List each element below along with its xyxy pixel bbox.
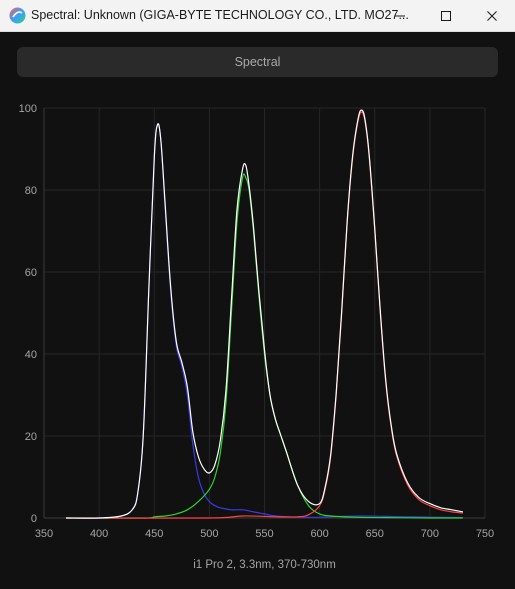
y-tick-label: 60 — [25, 267, 37, 279]
x-tick-label: 650 — [366, 528, 384, 540]
window-title: Spectral: Unknown (GIGA-BYTE TECHNOLOGY … — [31, 8, 409, 22]
colorimeter-app-icon — [9, 7, 26, 24]
x-tick-label: 600 — [310, 528, 328, 540]
x-tick-label: 750 — [476, 528, 494, 540]
x-tick-label: 350 — [35, 528, 53, 540]
x-tick-label: 400 — [90, 528, 108, 540]
main-content: Spectral — [0, 32, 515, 589]
x-tick-label: 500 — [200, 528, 218, 540]
close-button[interactable] — [469, 0, 515, 31]
y-tick-labels: 0 20 40 60 80 100 — [19, 103, 37, 525]
y-tick-label: 0 — [31, 513, 37, 525]
minimize-button[interactable] — [377, 0, 423, 31]
white-spectrum-line — [65, 109, 464, 519]
x-tick-labels: 350 400 450 500 550 600 650 700 750 — [35, 528, 494, 540]
green-spectrum-line — [65, 173, 463, 519]
close-icon — [487, 10, 497, 21]
maximize-button[interactable] — [423, 0, 469, 31]
maximize-icon — [441, 10, 451, 21]
y-tick-label: 40 — [25, 349, 37, 361]
y-tick-label: 100 — [19, 103, 37, 115]
x-axis-label: i1 Pro 2, 3.3nm, 370-730nm — [193, 559, 336, 571]
minimize-icon — [395, 15, 405, 16]
x-tick-label: 550 — [255, 528, 273, 540]
y-tick-label: 20 — [25, 431, 37, 443]
title-bar[interactable]: Spectral: Unknown (GIGA-BYTE TECHNOLOGY … — [0, 0, 515, 32]
x-tick-label: 700 — [421, 528, 439, 540]
spectral-mode-button[interactable]: Spectral — [17, 47, 498, 77]
y-tick-label: 80 — [25, 185, 37, 197]
chart-series — [65, 109, 464, 519]
x-tick-label: 450 — [145, 528, 163, 540]
chart-grid — [43, 107, 486, 519]
